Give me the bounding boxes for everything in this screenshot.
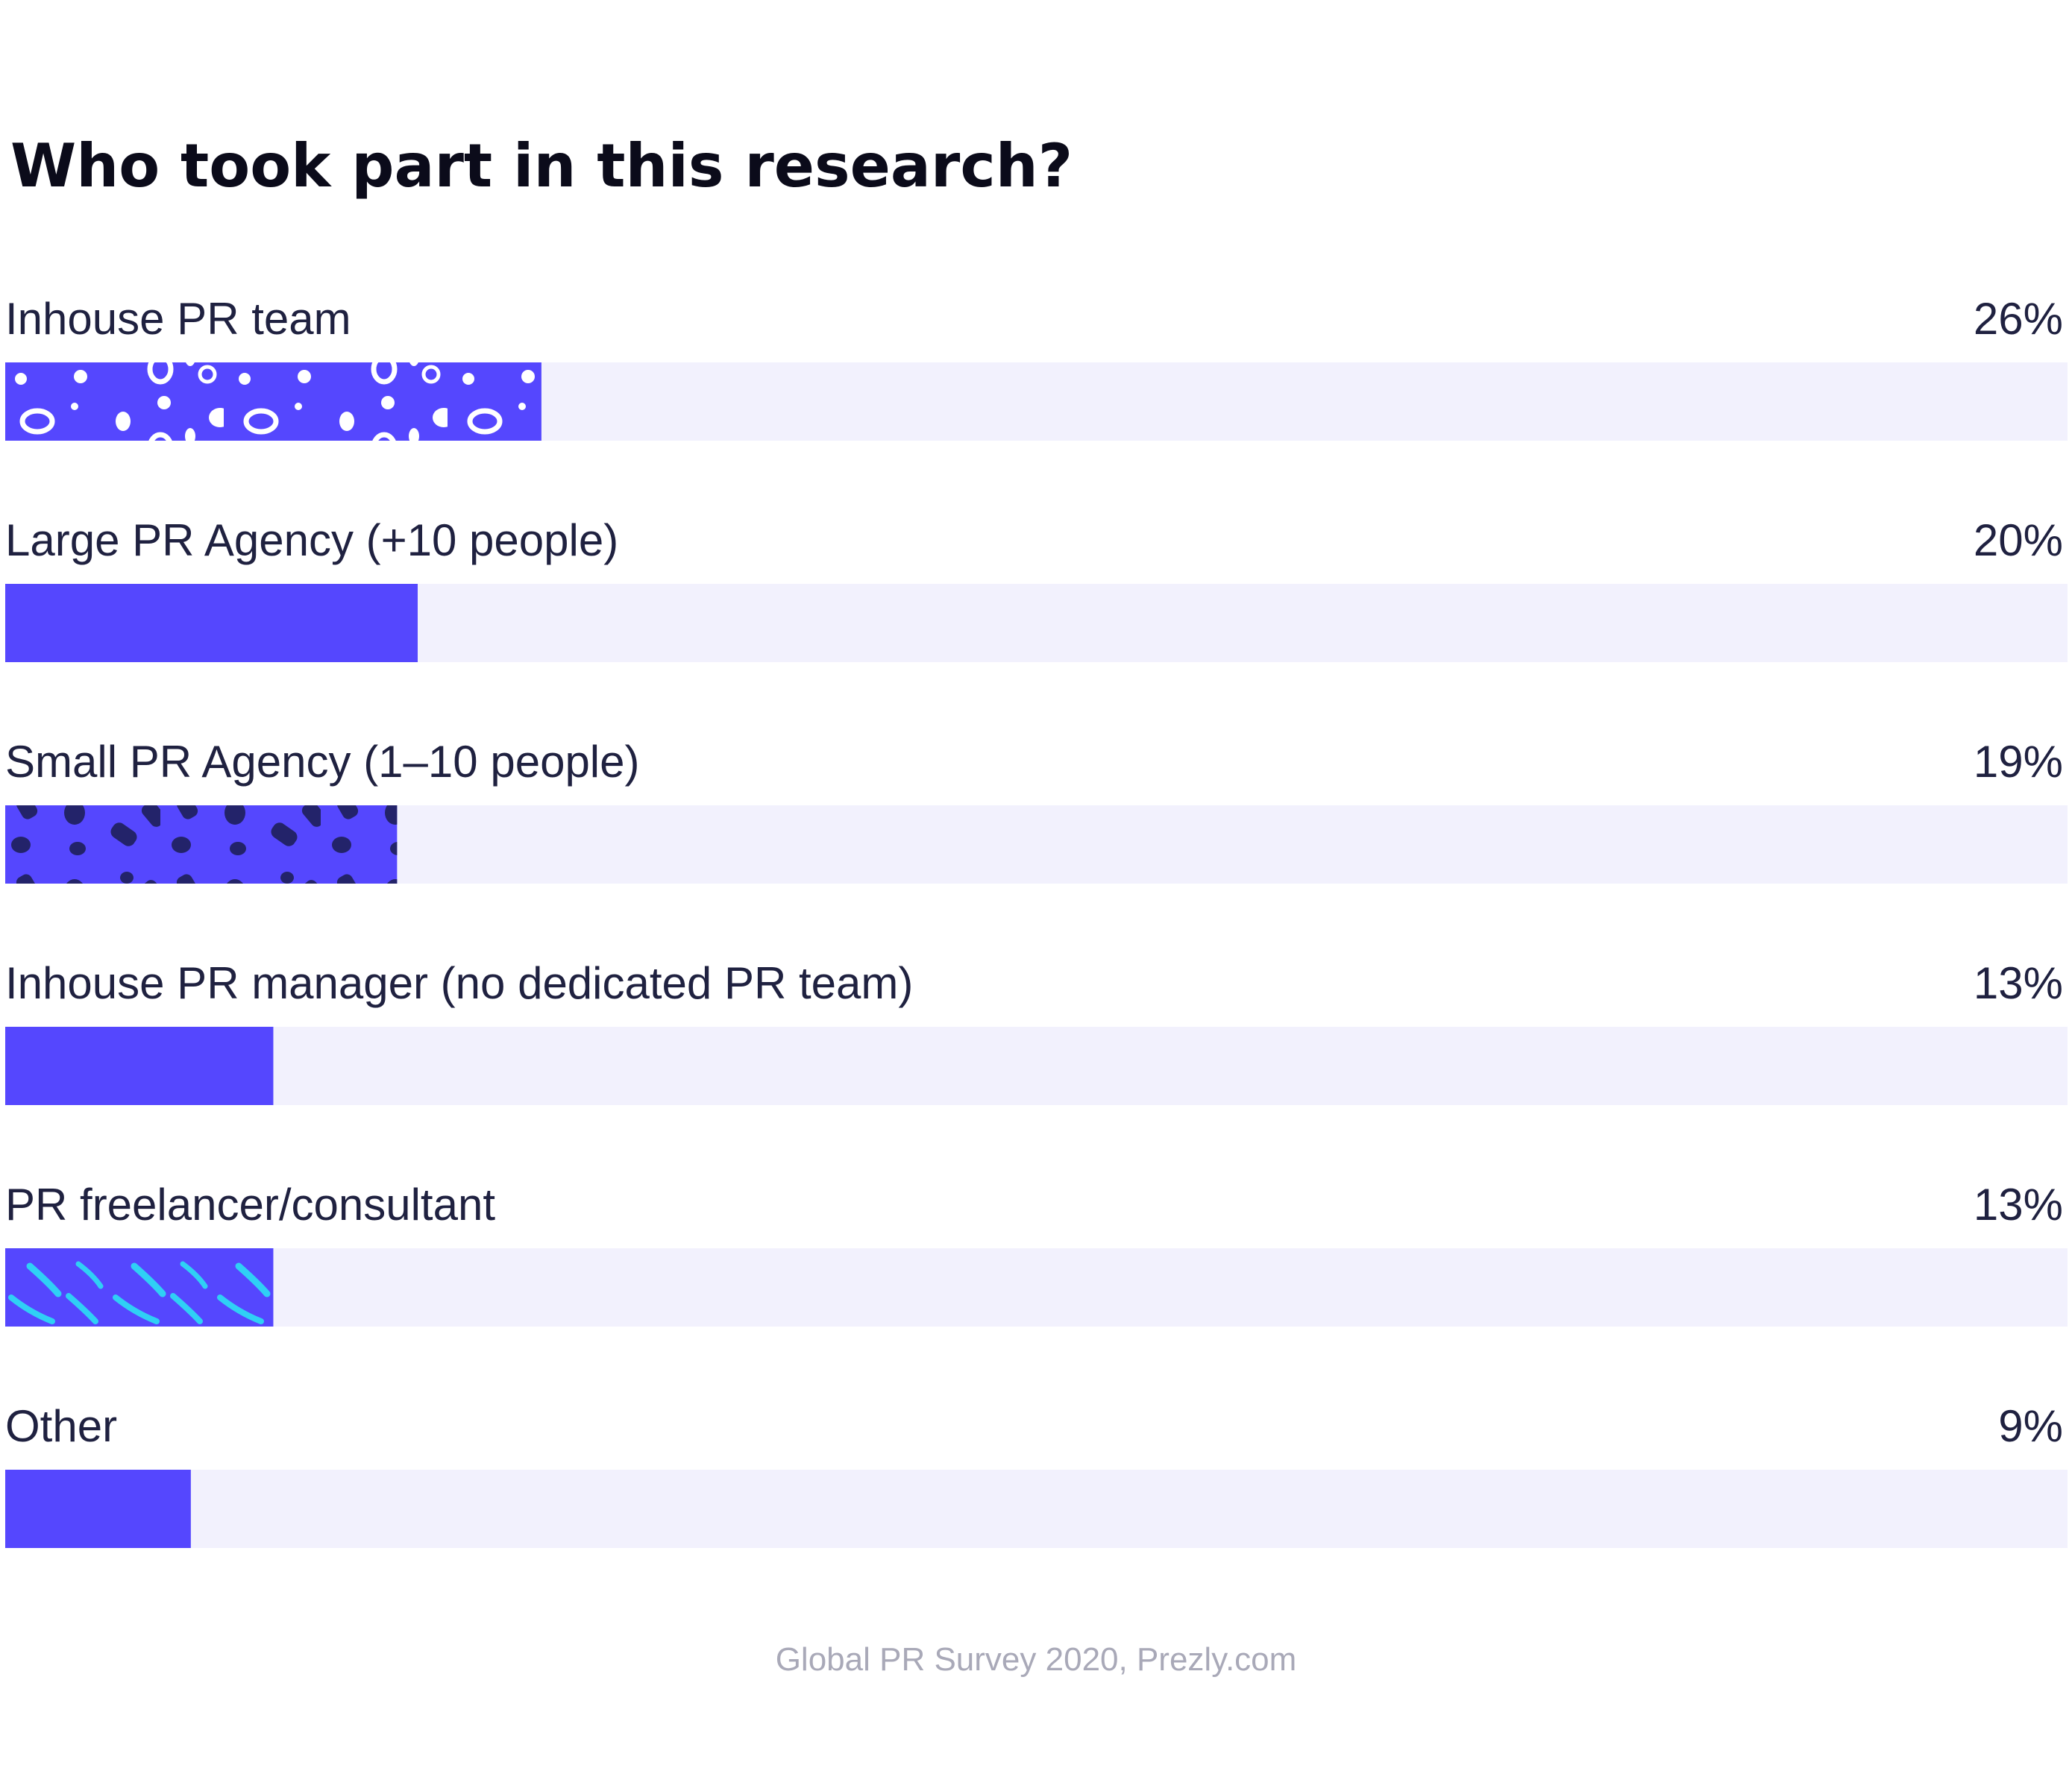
bar-row: Inhouse PR manager (no dedicated PR team… (5, 958, 2068, 1105)
value-label: 13% (1974, 1180, 2063, 1230)
chart-title: Who took part in this research? (10, 131, 1073, 201)
category-label: PR freelancer/consultant (5, 1180, 495, 1230)
value-label: 9% (1998, 1401, 2063, 1451)
category-label: Inhouse PR team (5, 294, 351, 344)
bar (5, 1027, 274, 1105)
value-label: 19% (1974, 737, 2063, 787)
bar-row: Other 9% (5, 1401, 2068, 1548)
bar-pattern (5, 1248, 274, 1327)
bar (5, 584, 418, 662)
bar-row: Large PR Agency (+10 people) 20% (5, 515, 2068, 662)
value-label: 13% (1974, 958, 2063, 1008)
category-label: Inhouse PR manager (no dedicated PR team… (5, 958, 913, 1008)
bars-layer: Inhouse PR team 26% Large PR Agency (+10 p… (5, 294, 2068, 1548)
category-label: Small PR Agency (1–10 people) (5, 737, 640, 787)
value-label: 20% (1974, 515, 2063, 565)
bar-row: PR freelancer/consultant 13% (5, 1180, 2068, 1327)
bar-row: Inhouse PR team 26% (5, 294, 2068, 441)
value-label: 26% (1974, 294, 2063, 344)
category-label: Large PR Agency (+10 people) (5, 515, 618, 565)
bar-track (5, 1248, 2068, 1327)
bar-row: Small PR Agency (1–10 people) 19% (5, 737, 2068, 884)
bar (5, 1470, 191, 1548)
source-credit: Global PR Survey 2020, Prezly.com (776, 1641, 1297, 1678)
category-label: Other (5, 1401, 117, 1451)
bar-track (5, 1027, 2068, 1105)
bar-pattern (5, 362, 541, 441)
bar-track (5, 1470, 2068, 1548)
bar-pattern (5, 805, 398, 884)
